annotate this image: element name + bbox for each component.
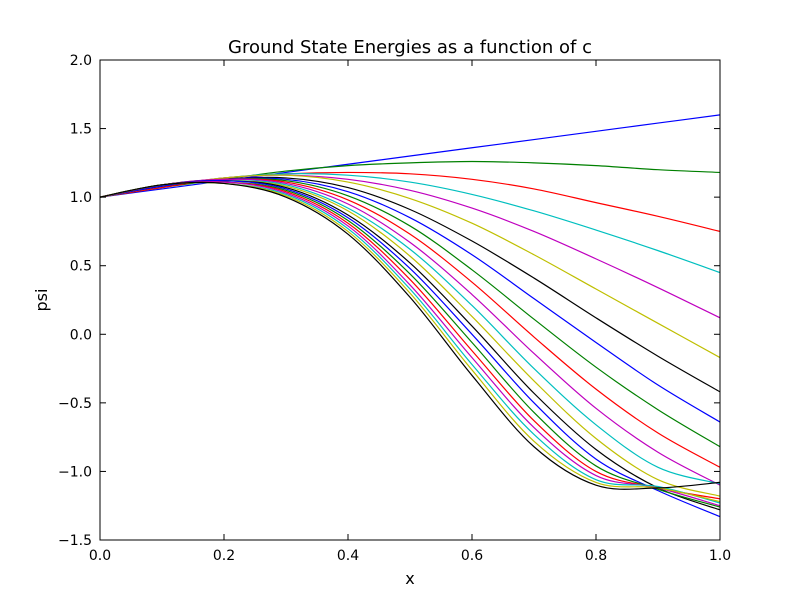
x-tick-label: 0.0: [89, 548, 111, 564]
y-tick-label: −0.5: [58, 396, 92, 412]
series-line-15: [100, 179, 720, 518]
y-tick-label: 1.0: [70, 190, 92, 206]
y-tick-label: 2.0: [70, 53, 92, 69]
series-line-21: [100, 181, 720, 490]
x-tick-label: 1.0: [709, 548, 731, 564]
y-tick-label: −1.5: [58, 533, 92, 549]
x-tick-label: 0.4: [337, 548, 359, 564]
tick-layer: 0.0 0.2 0.4 0.6 0.8 1.0 −1.5 −1.0 −0.5 0.0 0.5 1.0 1…: [58, 53, 731, 564]
plot-frame: [99, 59, 721, 541]
y-tick-label: 0.0: [70, 327, 92, 343]
y-tick-label: 1.5: [70, 122, 92, 138]
series-line-18: [100, 180, 720, 507]
series-layer: [100, 114, 720, 518]
series-line-11: [100, 178, 720, 486]
y-tick-label: 0.5: [70, 259, 92, 275]
y-axis-label: psi: [32, 289, 51, 312]
x-tick-label: 0.6: [461, 548, 483, 564]
x-tick-label: 0.2: [213, 548, 235, 564]
x-axis-label: x: [405, 569, 414, 588]
chart-title: Ground State Energies as a function of c: [228, 37, 592, 58]
series-line-6: [100, 174, 720, 359]
y-tick-label: −1.0: [58, 464, 92, 480]
x-tick-label: 0.8: [585, 548, 607, 564]
